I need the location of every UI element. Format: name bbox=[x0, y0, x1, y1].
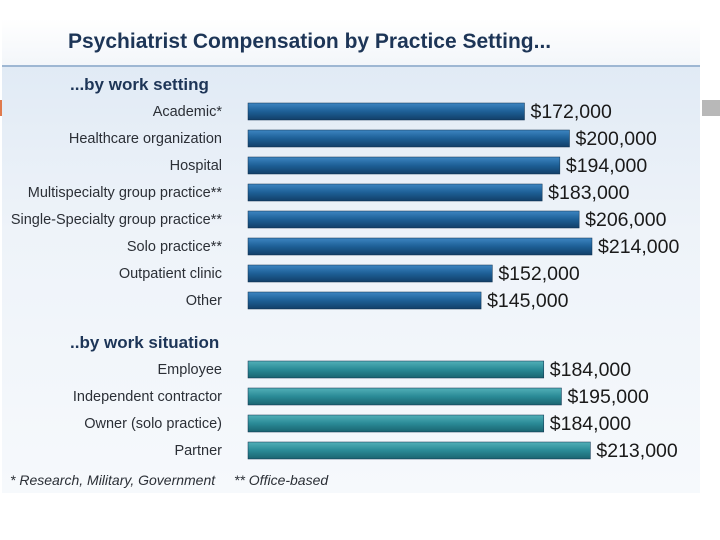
category-label: Multispecialty group practice** bbox=[28, 185, 223, 201]
category-label: Healthcare organization bbox=[69, 131, 222, 147]
slide-accent-right bbox=[702, 100, 720, 116]
bar bbox=[247, 387, 562, 406]
category-label: Hospital bbox=[170, 158, 222, 174]
category-label: Outpatient clinic bbox=[119, 266, 222, 282]
bar bbox=[247, 102, 525, 121]
chart-figure: Psychiatrist Compensation by Practice Se… bbox=[2, 19, 700, 493]
group-heading: ...by work setting bbox=[70, 75, 209, 94]
category-label: Other bbox=[186, 293, 222, 309]
footnote: * Research, Military, Government bbox=[10, 472, 216, 488]
bar bbox=[247, 264, 493, 283]
value-label: $213,000 bbox=[596, 440, 677, 462]
value-label: $195,000 bbox=[567, 386, 648, 408]
bar-chart: ...by work setting Academic* $172,000 Healt… bbox=[10, 75, 679, 488]
category-label: Employee bbox=[158, 362, 222, 378]
value-label: $184,000 bbox=[550, 413, 631, 435]
bar bbox=[247, 183, 543, 202]
bar bbox=[247, 360, 545, 379]
category-label: Independent contractor bbox=[73, 389, 222, 405]
bar bbox=[247, 237, 593, 256]
bar bbox=[247, 414, 545, 433]
value-label: $145,000 bbox=[487, 290, 568, 312]
value-label: $184,000 bbox=[550, 359, 631, 381]
value-label: $206,000 bbox=[585, 209, 666, 231]
value-label: $183,000 bbox=[548, 182, 629, 204]
footnote: ** Office-based bbox=[234, 472, 329, 488]
group-heading: ..by work situation bbox=[70, 333, 219, 352]
value-label: $194,000 bbox=[566, 155, 647, 177]
value-label: $214,000 bbox=[598, 236, 679, 258]
category-label: Owner (solo practice) bbox=[84, 416, 222, 432]
value-label: $200,000 bbox=[575, 128, 656, 150]
value-label: $152,000 bbox=[498, 263, 579, 285]
category-label: Solo practice** bbox=[127, 239, 222, 255]
value-label: $172,000 bbox=[530, 101, 611, 123]
bar bbox=[247, 129, 570, 148]
bar bbox=[247, 441, 591, 460]
category-label: Partner bbox=[174, 443, 222, 459]
bar bbox=[247, 291, 482, 310]
title-bar: Psychiatrist Compensation by Practice Se… bbox=[2, 19, 700, 67]
bar bbox=[247, 210, 580, 229]
category-label: Academic* bbox=[153, 104, 223, 120]
category-label: Single-Specialty group practice** bbox=[11, 212, 223, 228]
bar bbox=[247, 156, 561, 175]
chart-title: Psychiatrist Compensation by Practice Se… bbox=[68, 30, 552, 53]
